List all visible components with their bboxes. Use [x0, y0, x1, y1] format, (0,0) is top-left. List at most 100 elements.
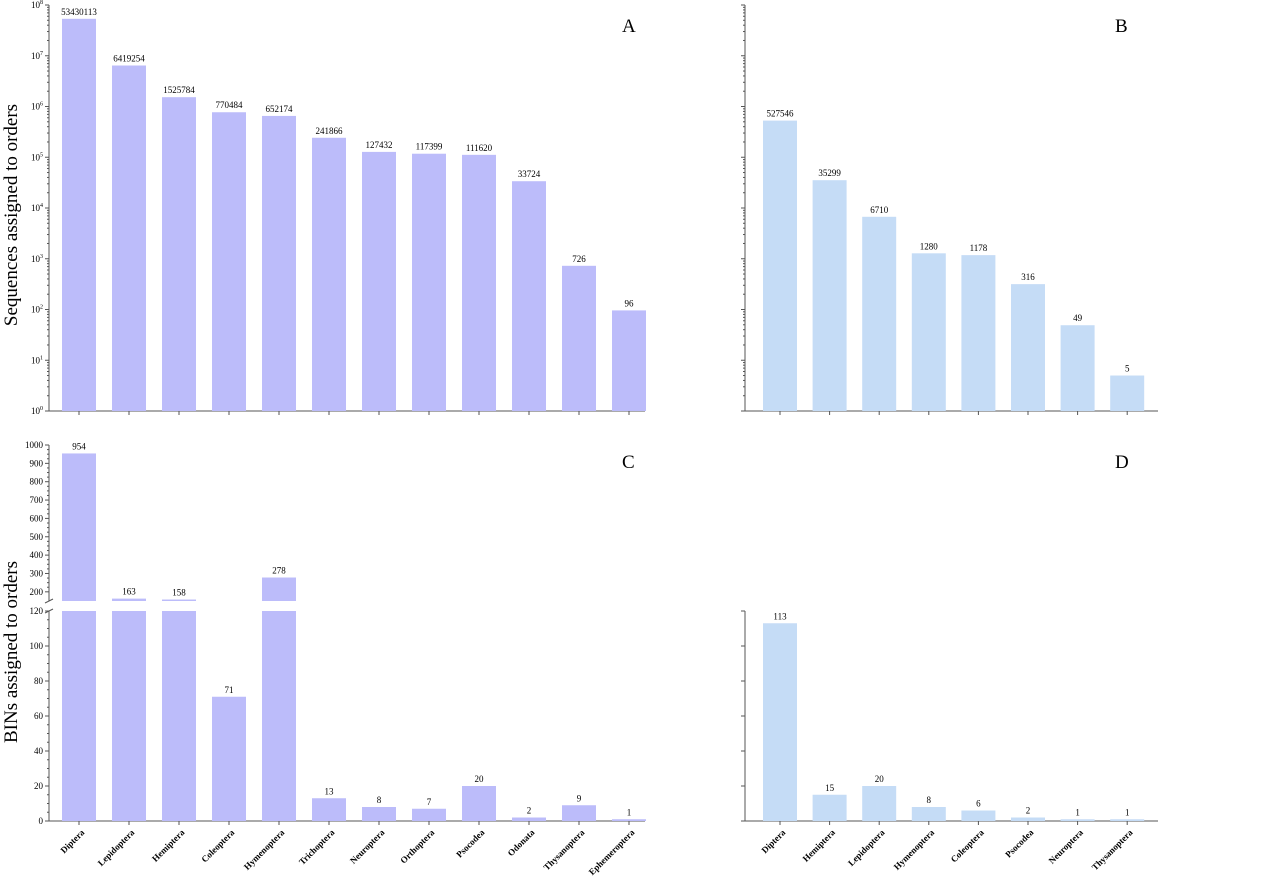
x-category-label: Odonata [506, 827, 537, 858]
y-tick-exponent: 8 [40, 0, 43, 6]
panel-letter-c: C [622, 452, 635, 473]
value-label: 113 [773, 611, 787, 621]
bar-thysanoptera [562, 805, 596, 821]
value-label: 6710 [870, 205, 889, 215]
x-category-label: Neuroptera [1047, 827, 1086, 866]
bar-hymenoptera-lower [262, 611, 296, 821]
y-tick-label: 120 [30, 606, 44, 616]
bar-ephemeroptera [612, 819, 646, 821]
value-label: 726 [572, 254, 586, 264]
value-label: 1525784 [163, 85, 195, 95]
bar-orthoptera [412, 808, 446, 821]
y-tick-label: 101 [31, 355, 43, 365]
y-tick-label: 102 [31, 305, 43, 315]
bar-psocodea [462, 786, 496, 821]
bar-lepidoptera [112, 65, 146, 412]
bar-psocodea [462, 154, 496, 411]
value-label: 8 [377, 795, 382, 805]
panel-b: 527546 35299 6710 1280 1178 316 49 5 [741, 4, 1158, 415]
y-tick-exponent: 2 [40, 305, 43, 311]
y-tick-label: 800 [30, 477, 44, 487]
value-label: 117399 [416, 142, 443, 152]
bar-odonata [512, 817, 546, 821]
panel-c: 0204060801001202003004005006007008009001… [25, 440, 646, 877]
x-category-label: Thysanoptera [1090, 827, 1135, 872]
bar-hemiptera [162, 97, 196, 411]
x-category-label: Diptera [759, 827, 787, 855]
value-label: 20 [875, 774, 885, 784]
panel-letter-b: B [1115, 16, 1128, 37]
value-label: 9 [577, 793, 582, 803]
bar-thysanoptera [562, 265, 596, 411]
value-label: 15 [825, 783, 835, 793]
bar-coleoptera [961, 255, 996, 411]
y-tick-label: 107 [31, 51, 43, 61]
value-label: 2 [1026, 806, 1031, 816]
bar-orthoptera [412, 153, 446, 411]
bar-diptera-lower [62, 611, 96, 821]
value-label: 241866 [316, 126, 344, 136]
bar-trichoptera [312, 137, 346, 412]
value-label: 652174 [266, 104, 294, 114]
value-label: 5 [1125, 364, 1130, 374]
value-label: 53430113 [61, 7, 97, 17]
bar-coleoptera [212, 112, 246, 412]
bar-hemiptera-upper [162, 599, 196, 601]
bar-coleoptera [961, 810, 996, 821]
bar-hymenoptera-upper [262, 577, 296, 601]
x-category-label: Psocodea [1003, 827, 1036, 860]
bar-diptera [62, 18, 96, 412]
bar-diptera [763, 623, 797, 821]
bar-psocodea [1011, 817, 1045, 821]
bar-lepidoptera-upper [112, 598, 146, 601]
y-tick-label: 100 [31, 406, 43, 416]
bar-hymenoptera [911, 807, 946, 821]
y-tick-label: 100 [30, 641, 44, 651]
bar-neuroptera [362, 151, 396, 412]
value-label: 770484 [216, 100, 244, 110]
value-label: 527546 [767, 109, 795, 119]
x-category-label: Hymenoptera [892, 827, 937, 872]
bar-hymenoptera [911, 253, 946, 411]
bar-coleoptera [212, 696, 246, 821]
y-tick-label: 600 [30, 513, 44, 523]
bar-hemiptera [812, 794, 847, 821]
bar-psocodea [1011, 284, 1045, 411]
bar-diptera [763, 120, 797, 412]
value-label: 13 [325, 786, 335, 796]
y-tick-label: 500 [30, 532, 44, 542]
value-label: 278 [272, 566, 286, 576]
x-category-label: Diptera [58, 827, 86, 855]
value-label: 20 [475, 774, 485, 784]
bar-ephemeroptera [612, 310, 646, 411]
y-tick-label: 0 [39, 816, 44, 826]
value-label: 6 [976, 799, 981, 809]
x-category-label: Hemiptera [150, 827, 187, 864]
bar-lepidoptera [862, 786, 897, 821]
bar-neuroptera [1060, 819, 1095, 821]
value-label: 1178 [970, 243, 988, 253]
y-tick-label: 400 [30, 550, 44, 560]
value-label: 33724 [518, 169, 541, 179]
x-category-label: Hemiptera [801, 827, 838, 864]
y-tick-exponent: 3 [40, 254, 43, 260]
bar-thysanoptera [1110, 375, 1145, 411]
bar-lepidoptera-lower [112, 611, 146, 821]
bar-odonata [512, 181, 546, 411]
x-category-label: Lepidoptera [846, 827, 887, 868]
bar-diptera-upper [62, 453, 96, 601]
value-label: 2 [527, 806, 532, 816]
bar-hemiptera [812, 180, 847, 411]
value-label: 8 [927, 795, 932, 805]
y-tick-exponent: 6 [40, 102, 43, 108]
x-category-label: Trichoptera [297, 827, 337, 867]
value-label: 6419254 [113, 54, 145, 64]
y-tick-label: 60 [34, 711, 44, 721]
y-tick-label: 20 [34, 781, 44, 791]
bar-lepidoptera [862, 216, 897, 411]
y-tick-label: 104 [31, 203, 43, 213]
x-category-label: Hymenoptera [242, 827, 287, 872]
x-category-label: Lepidoptera [96, 827, 137, 868]
bar-neuroptera [1060, 325, 1095, 411]
value-label: 316 [1021, 272, 1035, 282]
